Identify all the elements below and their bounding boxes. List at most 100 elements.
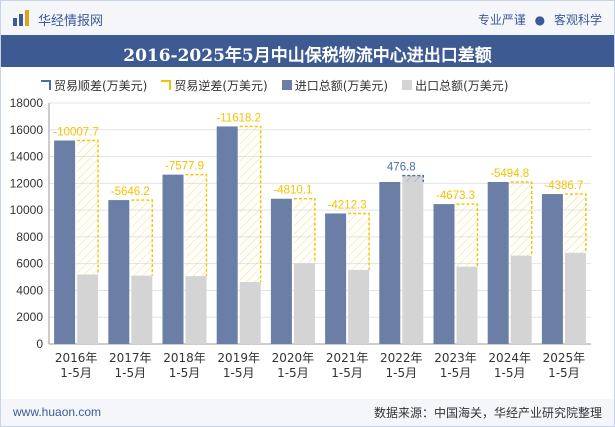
footer-bar: www.huaon.com 数据来源：中国海关，华经产业研究院整理 bbox=[1, 399, 614, 426]
y-tick-label: 4000 bbox=[16, 283, 43, 297]
import-bar bbox=[270, 198, 292, 344]
export-bar bbox=[456, 266, 478, 344]
legend-swatch-export bbox=[402, 80, 413, 90]
legend-label-export: 出口总额(万美元) bbox=[415, 78, 509, 93]
deficit-outline bbox=[293, 198, 316, 264]
x-tick-label-year: 2024年 bbox=[488, 351, 531, 365]
legend-label-import: 进口总额(万美元) bbox=[294, 78, 389, 93]
x-tick-label-period: 1-5月 bbox=[331, 366, 363, 380]
x-tick-label-period: 1-5月 bbox=[440, 366, 472, 380]
chart-title: 2016-2025年5月中山保税物流中心进出口差额 bbox=[123, 46, 492, 66]
chart-plot: 0 2000 4000 6000 8000 10000 12000 14000 16000 180… bbox=[10, 96, 591, 380]
export-bar bbox=[348, 269, 370, 344]
x-tick-label-period: 1-5月 bbox=[385, 366, 417, 380]
y-tick-label: 2000 bbox=[16, 310, 43, 324]
export-bar bbox=[564, 252, 586, 344]
x-tick-label-period: 1-5月 bbox=[277, 366, 309, 380]
tagline-right: 客观科学 bbox=[553, 13, 602, 27]
x-tick-label-year: 2020年 bbox=[272, 351, 315, 365]
import-bar bbox=[487, 181, 509, 344]
export-bar bbox=[510, 255, 532, 344]
deficit-outline bbox=[564, 193, 587, 253]
y-tick-label: 10000 bbox=[10, 203, 44, 217]
legend-item-import: 进口总额(万美元) bbox=[281, 77, 389, 93]
y-tick-label: 16000 bbox=[10, 123, 44, 137]
y-tick-label: 0 bbox=[36, 337, 43, 351]
legend-swatch-deficit bbox=[161, 80, 172, 90]
x-tick-label-period: 1-5月 bbox=[223, 366, 255, 380]
deficit-label: -4386.7 bbox=[544, 180, 583, 192]
x-tick-label-year: 2021年 bbox=[326, 351, 369, 365]
deficit-outline bbox=[510, 181, 533, 256]
deficit-fill bbox=[185, 174, 207, 277]
legend-label-deficit: 贸易逆差(万美元) bbox=[174, 78, 268, 93]
export-bar bbox=[402, 175, 424, 344]
y-tick-label: 8000 bbox=[16, 230, 43, 244]
import-bar bbox=[54, 140, 76, 344]
deficit-outline bbox=[131, 199, 154, 276]
x-tick-label-period: 1-5月 bbox=[494, 366, 526, 380]
x-tick-label-year: 2017年 bbox=[109, 351, 152, 365]
import-bar bbox=[162, 174, 184, 344]
import-bar bbox=[216, 126, 238, 344]
tagline: 专业严谨 ● 客观科学 bbox=[478, 11, 602, 28]
deficit-outline bbox=[185, 173, 208, 277]
export-bar bbox=[131, 275, 153, 344]
import-bar bbox=[541, 194, 563, 344]
deficit-fill bbox=[131, 200, 153, 276]
x-tick-label-year: 2018年 bbox=[163, 351, 206, 365]
import-bar bbox=[108, 200, 130, 344]
deficit-label: -5646.2 bbox=[111, 186, 150, 198]
deficit-label: -4673.3 bbox=[436, 190, 475, 202]
deficit-fill bbox=[293, 198, 315, 264]
deficit-outline bbox=[77, 139, 99, 275]
deficit-label: -11618.2 bbox=[216, 112, 261, 124]
surplus-outline bbox=[402, 174, 424, 182]
legend-item-deficit: 贸易逆差(万美元) bbox=[161, 77, 268, 93]
legend: 贸易顺差(万美元) 贸易逆差(万美元) 进口总额(万美元) 出口总额(万美元) bbox=[41, 77, 509, 93]
x-tick-label-year: 2019年 bbox=[217, 351, 260, 365]
x-tick-label-period: 1-5月 bbox=[60, 366, 92, 380]
x-tick-label-period: 1-5月 bbox=[114, 366, 146, 380]
y-tick-label: 18000 bbox=[10, 96, 44, 110]
deficit-fill bbox=[77, 140, 99, 275]
x-tick-label-year: 2025年 bbox=[543, 351, 586, 365]
export-bar bbox=[185, 276, 207, 344]
data-source: 数据来源：中国海关，华经产业研究院整理 bbox=[373, 406, 602, 420]
deficit-fill bbox=[564, 194, 586, 253]
title-bar: 2016-2025年5月中山保税物流中心进出口差额 bbox=[1, 35, 614, 67]
deficit-fill bbox=[456, 204, 478, 267]
import-bar bbox=[325, 213, 347, 344]
deficit-fill bbox=[239, 126, 261, 282]
surplus-label: 476.8 bbox=[387, 162, 416, 174]
legend-item-surplus: 贸易顺差(万美元) bbox=[41, 77, 147, 93]
brand-logo-icon bbox=[13, 10, 29, 26]
x-tick-label-period: 1-5月 bbox=[548, 366, 580, 380]
deficit-label: -5494.8 bbox=[490, 168, 529, 180]
legend-swatch-import bbox=[281, 80, 292, 90]
deficit-outline bbox=[456, 203, 479, 267]
deficit-outline bbox=[348, 212, 370, 270]
export-bar bbox=[239, 281, 261, 344]
header-bar: 华经情报网 专业严谨 ● 客观科学 bbox=[1, 1, 614, 35]
legend-swatch-surplus bbox=[41, 80, 51, 90]
x-tick-label-year: 2023年 bbox=[434, 351, 477, 365]
y-tick-label: 14000 bbox=[10, 150, 44, 164]
tagline-left: 专业严谨 bbox=[477, 13, 526, 27]
x-tick-label-period: 1-5月 bbox=[169, 366, 201, 380]
legend-item-export: 出口总额(万美元) bbox=[402, 77, 509, 93]
x-tick-label-year: 2016年 bbox=[55, 351, 98, 365]
deficit-outline bbox=[239, 125, 262, 282]
x-tick-label-year: 2022年 bbox=[380, 351, 423, 365]
y-tick-label: 6000 bbox=[16, 257, 43, 271]
deficit-label: -4212.3 bbox=[328, 199, 367, 211]
deficit-label: -10007.7 bbox=[53, 126, 98, 138]
deficit-fill bbox=[510, 181, 532, 256]
deficit-fill bbox=[348, 213, 370, 270]
export-bar bbox=[77, 274, 99, 344]
deficit-label: -4810.1 bbox=[273, 185, 312, 197]
legend-label-surplus: 贸易顺差(万美元) bbox=[54, 78, 148, 93]
surplus-fill bbox=[402, 175, 424, 182]
export-bar bbox=[293, 263, 315, 344]
